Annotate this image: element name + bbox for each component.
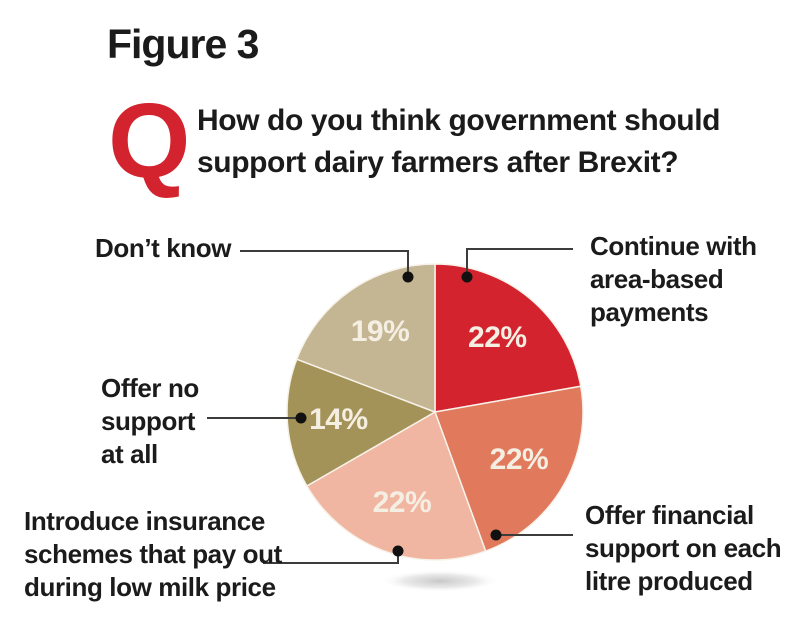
pie-slice-2 bbox=[305, 410, 487, 561]
leader-line-2 bbox=[263, 551, 399, 564]
leader-dot-4 bbox=[402, 271, 414, 283]
pie-slice-0 bbox=[434, 263, 582, 413]
percent-label-1: 22% bbox=[489, 443, 549, 477]
callout-label-insurance-schemes: Introduce insurance schemes that pay out… bbox=[24, 506, 282, 602]
pie-slice-3 bbox=[286, 358, 437, 488]
leader-dot-2 bbox=[392, 545, 404, 557]
question-text: How do you think government should suppo… bbox=[197, 104, 721, 179]
pie-slice-4 bbox=[295, 263, 436, 414]
leader-dot-1 bbox=[490, 529, 502, 541]
percent-label-4: 19% bbox=[350, 315, 410, 349]
leader-line-0 bbox=[466, 248, 573, 277]
pie-slices bbox=[286, 263, 584, 561]
callout-label-no-support: Offer no support at all bbox=[101, 373, 199, 469]
leader-lines bbox=[207, 248, 573, 564]
pie-slice-1 bbox=[433, 385, 584, 553]
question-mark-q: Q bbox=[108, 82, 190, 200]
leader-line-4 bbox=[240, 250, 409, 277]
pie-shadow bbox=[380, 570, 500, 592]
percent-label-2: 22% bbox=[372, 486, 432, 520]
leader-dot-3 bbox=[295, 412, 307, 424]
leader-dot-0 bbox=[461, 271, 473, 283]
callout-label-area-based-payments: Continue with area-based payments bbox=[590, 231, 757, 327]
callout-label-dont-know: Don’t know bbox=[95, 233, 232, 263]
figure-title: Figure 3 bbox=[107, 21, 259, 67]
callout-label-financial-support-per-litre: Offer financial support on each litre pr… bbox=[585, 500, 782, 596]
percent-label-0: 22% bbox=[468, 320, 527, 354]
percent-label-3: 14% bbox=[309, 402, 368, 436]
